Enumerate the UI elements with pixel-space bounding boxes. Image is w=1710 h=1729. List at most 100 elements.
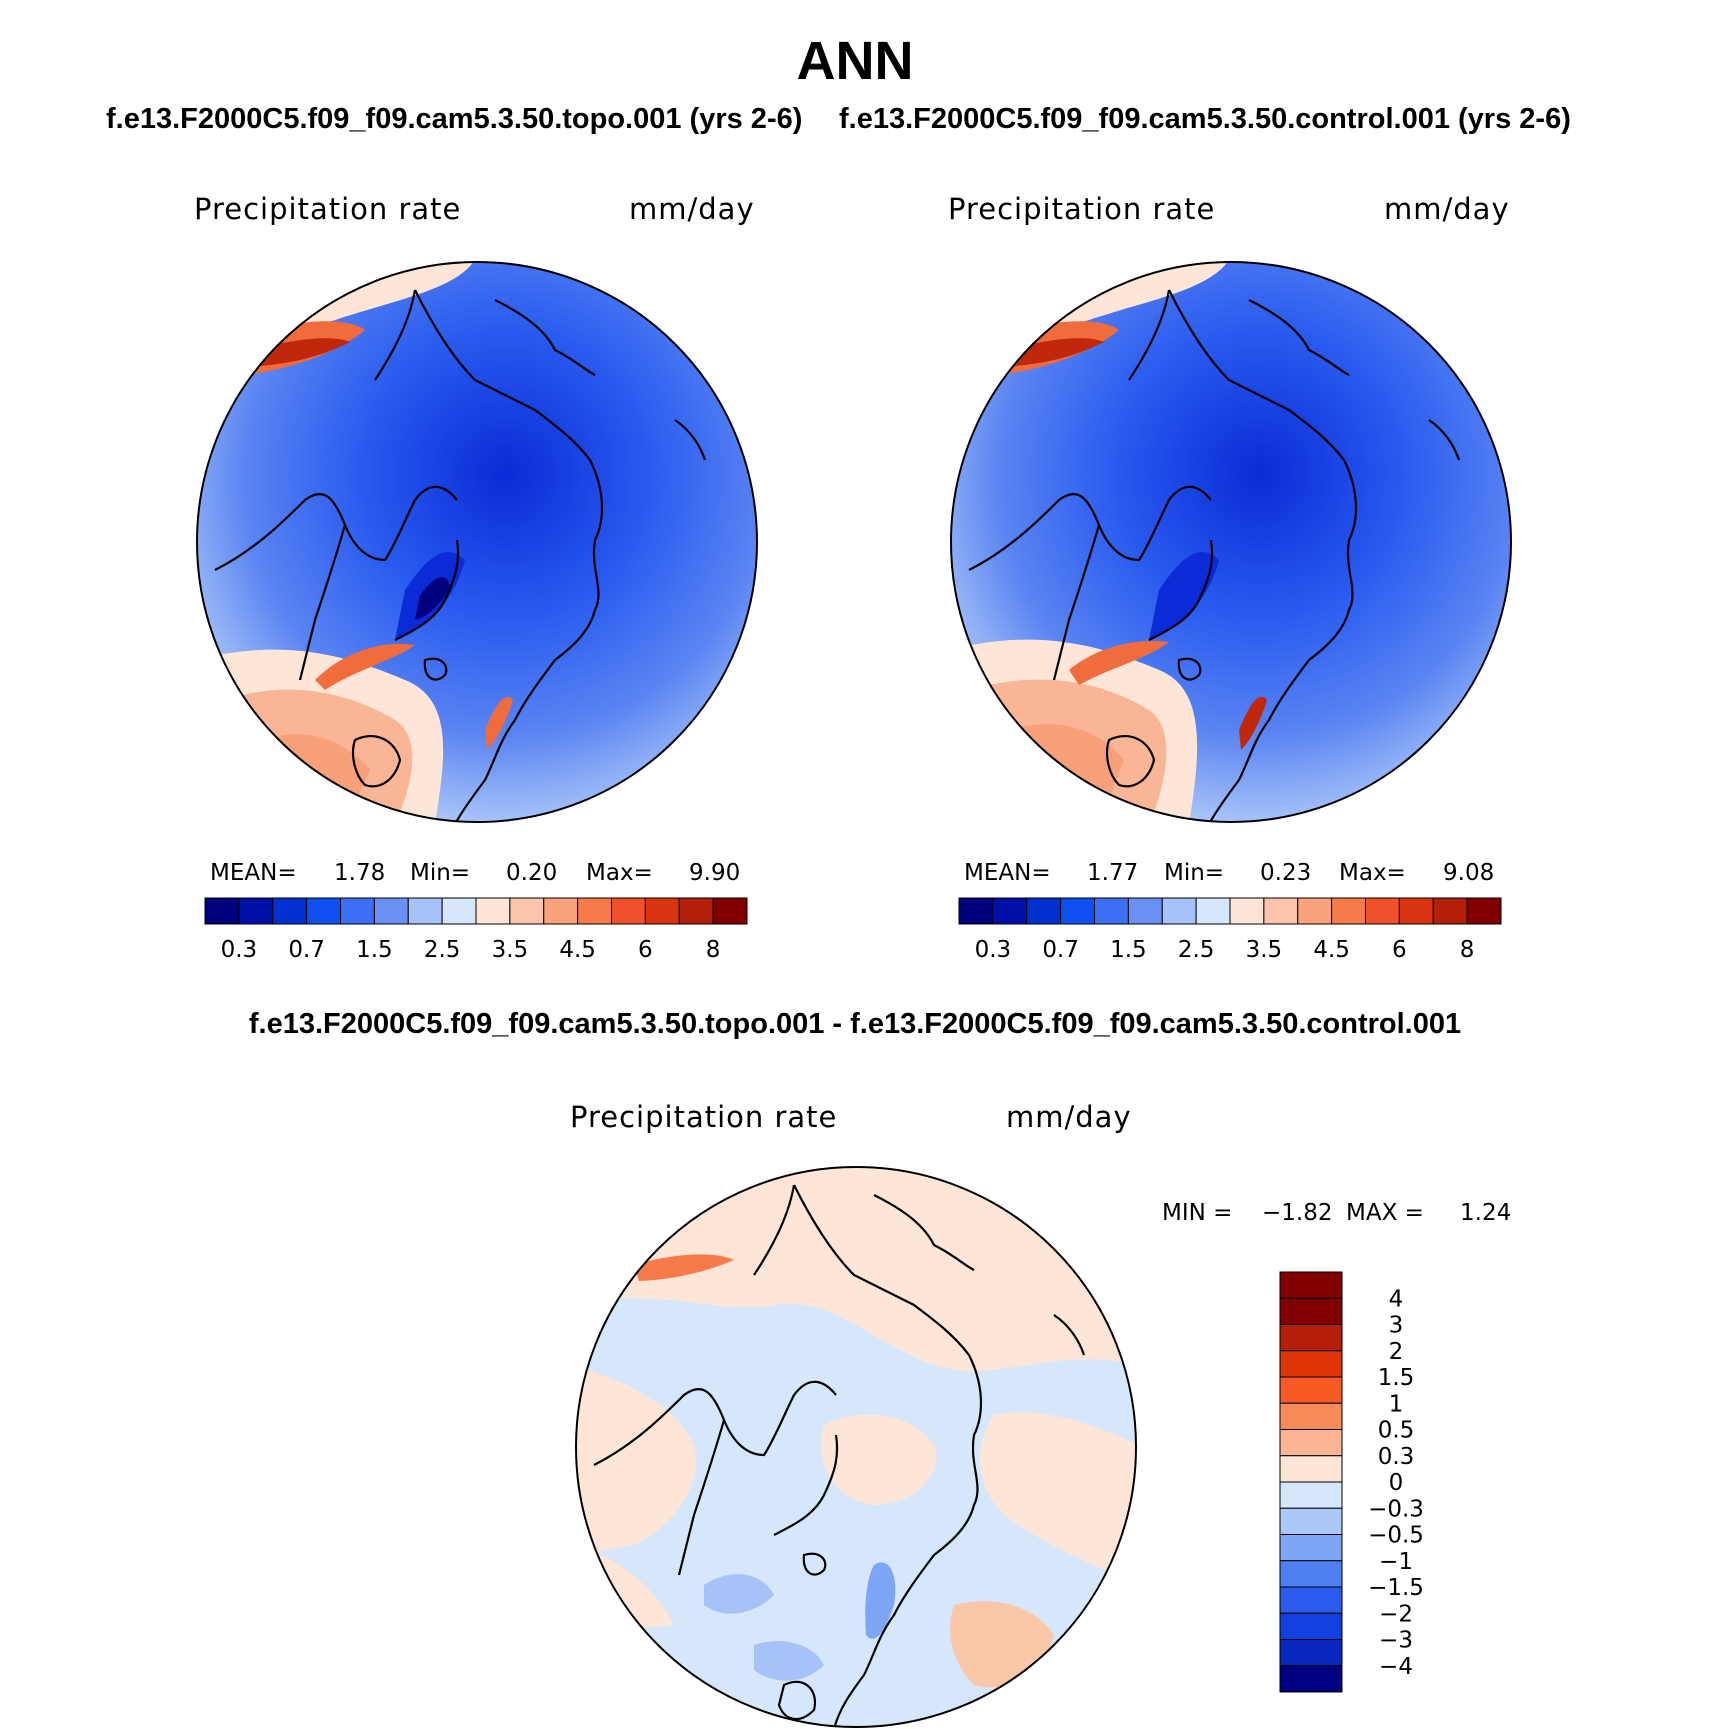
colorbar-right: 0.3 0.7 1.5 2.5 3.5 4.5 6 8 — [958, 897, 1502, 963]
polar-map-difference — [575, 1166, 1137, 1728]
panel-left-max-label: Max= — [586, 860, 653, 886]
panel-right-units-label: mm/day — [1384, 192, 1510, 226]
colorbar-tick-label: 8 — [1460, 937, 1475, 963]
colorbar-tick-label: 3.5 — [1246, 937, 1283, 963]
panel-right-min-value: 0.23 — [1260, 860, 1312, 886]
colorbar-tick-label: 2.5 — [1178, 937, 1215, 963]
difference-title: f.e13.F2000C5.f09_f09.cam5.3.50.topo.001… — [248, 1008, 1462, 1040]
colorbar-box — [373, 897, 409, 925]
colorbar-tick-label: −1 — [1379, 1549, 1413, 1575]
colorbar-box — [1279, 1586, 1343, 1614]
colorbar-tick-label: −1.5 — [1368, 1575, 1424, 1601]
colorbar-box — [1279, 1402, 1343, 1430]
colorbar-tick-label: 6 — [638, 937, 653, 963]
colorbar-tick-label: 1.5 — [1378, 1365, 1415, 1391]
colorbar-difference-boxes — [1279, 1271, 1343, 1693]
colorbar-box — [543, 897, 579, 925]
colorbar-tick-label: 1 — [1389, 1391, 1404, 1417]
colorbar-tick-label: 4.5 — [1313, 937, 1350, 963]
colorbar-box — [1279, 1429, 1343, 1457]
colorbar-tick-label: 0.5 — [1378, 1418, 1415, 1444]
figure-title: ANN — [796, 31, 914, 91]
panel-left-max-value: 9.90 — [689, 860, 741, 886]
colorbar-box — [1466, 897, 1502, 925]
colorbar-box — [1229, 897, 1265, 925]
panel-left-min-value: 0.20 — [506, 860, 558, 886]
colorbar-box — [340, 897, 375, 925]
colorbar-tick-label: 4.5 — [559, 937, 596, 963]
colorbar-box — [1279, 1350, 1343, 1378]
colorbar-left-boxes — [204, 897, 748, 925]
colorbar-box — [1279, 1665, 1343, 1693]
difference-units-label: mm/day — [1006, 1100, 1132, 1134]
colorbar-tick-label: −0.5 — [1368, 1523, 1424, 1549]
panel-right-min-label: Min= — [1164, 860, 1225, 886]
colorbar-box — [1432, 897, 1468, 925]
colorbar-box — [611, 897, 646, 925]
colorbar-tick-label: 3.5 — [492, 937, 529, 963]
colorbar-box — [1279, 1376, 1343, 1404]
colorbar-tick-label: 4 — [1389, 1286, 1404, 1312]
colorbar-box — [1297, 897, 1333, 925]
panel-left-mean-label: MEAN= — [210, 860, 297, 886]
colorbar-box — [1331, 897, 1366, 925]
difference-min-value: −1.82 — [1262, 1200, 1333, 1226]
panel-left-variable-label: Precipitation rate — [194, 192, 462, 226]
colorbar-tick-label: 0.3 — [1378, 1444, 1415, 1470]
colorbar-box — [272, 897, 308, 925]
panel-right-mean-label: MEAN= — [964, 860, 1051, 886]
colorbar-left: 0.3 0.7 1.5 2.5 3.5 4.5 6 8 — [204, 897, 748, 963]
colorbar-box — [306, 897, 341, 925]
colorbar-box — [1026, 897, 1062, 925]
colorbar-box — [509, 897, 545, 925]
colorbar-box — [1279, 1455, 1343, 1483]
panel-left-units-label: mm/day — [629, 192, 755, 226]
colorbar-box — [1365, 897, 1400, 925]
colorbar-tick-label: −0.3 — [1368, 1496, 1424, 1522]
colorbar-box — [1279, 1481, 1343, 1509]
colorbar-box — [644, 897, 680, 925]
colorbar-box — [1279, 1534, 1343, 1562]
colorbar-box — [958, 897, 994, 925]
colorbar-box — [1279, 1324, 1343, 1352]
colorbar-tick-label: 2.5 — [424, 937, 461, 963]
colorbar-box — [992, 897, 1028, 925]
colorbar-box — [1060, 897, 1095, 925]
polar-map-right — [950, 261, 1512, 823]
colorbar-box — [1279, 1507, 1343, 1535]
panel-left-min-label: Min= — [410, 860, 471, 886]
colorbar-box — [1127, 897, 1163, 925]
colorbar-tick-label: 0 — [1389, 1470, 1404, 1496]
colorbar-tick-label: 6 — [1392, 937, 1407, 963]
colorbar-box — [1161, 897, 1197, 925]
colorbar-box — [1279, 1297, 1343, 1325]
colorbar-tick-label: 0.3 — [221, 937, 258, 963]
colorbar-box — [1279, 1271, 1343, 1299]
polar-map-left — [196, 261, 758, 823]
panel-left-mean-value: 1.78 — [334, 860, 386, 886]
difference-max-value: 1.24 — [1460, 1200, 1512, 1226]
colorbar-tick-label: −4 — [1379, 1654, 1413, 1680]
colorbar-box — [1094, 897, 1129, 925]
colorbar-box — [1279, 1560, 1343, 1588]
colorbar-box — [441, 897, 477, 925]
panel-right-variable-label: Precipitation rate — [948, 192, 1216, 226]
colorbar-right-boxes — [958, 897, 1502, 925]
colorbar-box — [1279, 1639, 1343, 1667]
colorbar-tick-label: 0.7 — [288, 937, 325, 963]
colorbar-box — [1279, 1612, 1343, 1640]
colorbar-tick-label: 3 — [1389, 1313, 1404, 1339]
panel-left-case-title: f.e13.F2000C5.f09_f09.cam5.3.50.topo.001… — [106, 103, 803, 135]
panel-right-mean-value: 1.77 — [1087, 860, 1139, 886]
colorbar-tick-label: −2 — [1379, 1601, 1413, 1627]
colorbar-tick-label: 1.5 — [1110, 937, 1147, 963]
colorbar-box — [1195, 897, 1231, 925]
panel-right-max-label: Max= — [1339, 860, 1406, 886]
colorbar-box — [475, 897, 511, 925]
colorbar-box — [407, 897, 443, 925]
difference-variable-label: Precipitation rate — [570, 1100, 838, 1134]
colorbar-box — [712, 897, 748, 925]
colorbar-box — [1398, 897, 1434, 925]
difference-max-label: MAX = — [1346, 1200, 1424, 1226]
